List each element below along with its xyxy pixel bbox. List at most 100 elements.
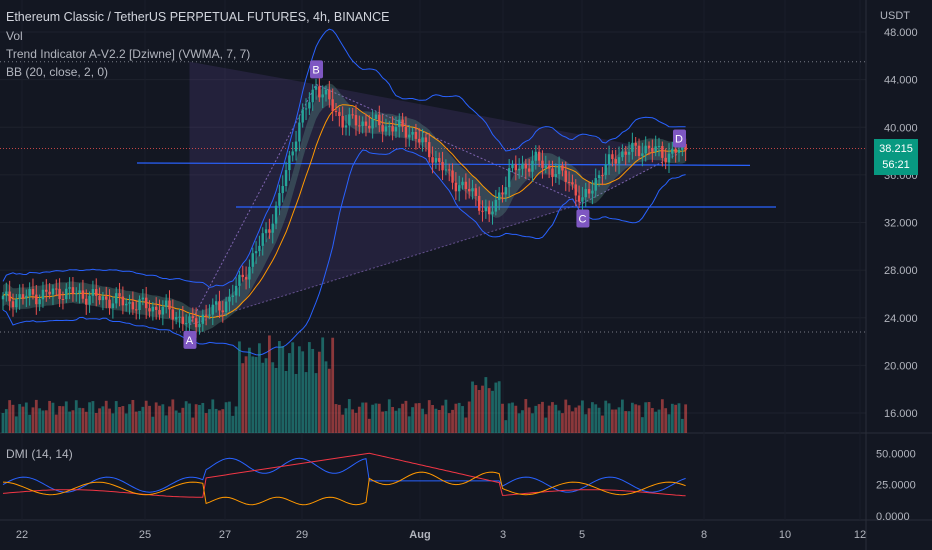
candle-body (135, 309, 138, 311)
candle-body (81, 290, 85, 299)
trend-indicator-legend[interactable]: Trend Indicator A-V2.2 [Dziwne] (VWMA, 7… (6, 47, 251, 61)
volume-bar (264, 358, 268, 433)
vol-legend[interactable]: Vol (6, 29, 23, 43)
pattern-point-label: D (675, 133, 683, 145)
candle-body (414, 131, 418, 139)
time-tick: 12 (854, 529, 866, 541)
volume-bar (524, 399, 528, 433)
candle-body (338, 112, 341, 117)
volume-bar (181, 407, 185, 433)
volume-bar (511, 402, 514, 433)
volume-bar (174, 410, 178, 433)
candle-body (278, 193, 281, 206)
volume-bar (277, 341, 281, 433)
volume-bar (491, 390, 494, 433)
candle-body (624, 151, 627, 155)
candle-body (617, 157, 621, 164)
candle-body (511, 164, 514, 169)
volume-bar (317, 351, 321, 433)
volume-bar (274, 367, 278, 433)
volume-bar (268, 335, 271, 433)
candle-body (131, 302, 135, 310)
volume-bar (211, 399, 215, 433)
volume-bar (594, 404, 598, 433)
candle-body (181, 316, 185, 324)
candle-body (98, 295, 101, 301)
candle-body (574, 184, 577, 196)
pattern-point-label: B (312, 64, 319, 76)
volume-bar (587, 408, 591, 433)
candle-body (308, 102, 311, 109)
candle-body (161, 306, 165, 315)
volume-bar (94, 413, 98, 433)
candle-body (258, 245, 261, 252)
volume-bar (514, 405, 518, 433)
volume-bar (114, 401, 118, 433)
candle-body (224, 301, 228, 313)
candle-body (361, 121, 364, 127)
candle-body (105, 296, 108, 300)
volume-bar (38, 408, 42, 433)
bb-legend[interactable]: BB (20, close, 2, 0) (6, 65, 109, 79)
candle-body (334, 110, 338, 113)
candle-body (501, 192, 504, 195)
volume-bar (281, 346, 285, 433)
candle-body (477, 195, 481, 211)
candle-body (168, 300, 171, 310)
volume-bar (647, 402, 651, 433)
candle-body (404, 126, 408, 138)
candle-body (561, 165, 564, 171)
candle-body (661, 146, 664, 158)
candle-body (474, 188, 478, 196)
volume-bar (158, 405, 161, 433)
candle-body (5, 291, 8, 296)
candle-body (198, 323, 201, 328)
candle-body (594, 178, 597, 191)
volume-bar (34, 399, 38, 433)
candle-body (461, 181, 464, 186)
volume-bar (341, 414, 345, 433)
candle-body (644, 145, 647, 154)
pattern-point-d (672, 129, 686, 148)
volume-bar (617, 407, 621, 433)
volume-bar (64, 401, 68, 433)
candle-body (188, 316, 191, 324)
volume-bar (371, 404, 375, 433)
volume-bar (131, 399, 135, 433)
volume-bar (591, 402, 594, 433)
candle-body (577, 195, 581, 202)
candle-body (264, 229, 268, 234)
volume-bar (208, 409, 211, 433)
candle-body (497, 192, 501, 200)
candle-body (468, 189, 471, 192)
volume-bar (244, 356, 248, 433)
candle-body (208, 314, 211, 316)
time-tick: 29 (296, 529, 308, 541)
dmi-legend[interactable]: DMI (14, 14) (6, 447, 73, 461)
volume-bar (487, 388, 491, 433)
candle-body (148, 308, 151, 312)
volume-bar (194, 404, 198, 433)
volume-bar (384, 411, 388, 433)
volume-bar (321, 337, 325, 433)
volume-bar (610, 409, 614, 433)
candle-body (71, 287, 75, 295)
candle-body (444, 169, 448, 171)
volume-bar (304, 372, 308, 433)
candle-body (641, 153, 644, 156)
volume-bar (44, 410, 48, 433)
candle-body (115, 293, 118, 304)
volume-bar (437, 409, 441, 433)
candle-body (557, 165, 561, 175)
volume-bar (188, 403, 191, 433)
candle-body (48, 291, 51, 295)
candle-body (35, 294, 38, 305)
volume-bar (18, 404, 22, 433)
volume-bar (148, 405, 151, 433)
time-tick: 10 (779, 529, 791, 541)
volume-bar (164, 415, 168, 433)
volume-bar (670, 403, 674, 433)
pattern-point-c (576, 209, 590, 228)
volume-bar (461, 406, 464, 433)
